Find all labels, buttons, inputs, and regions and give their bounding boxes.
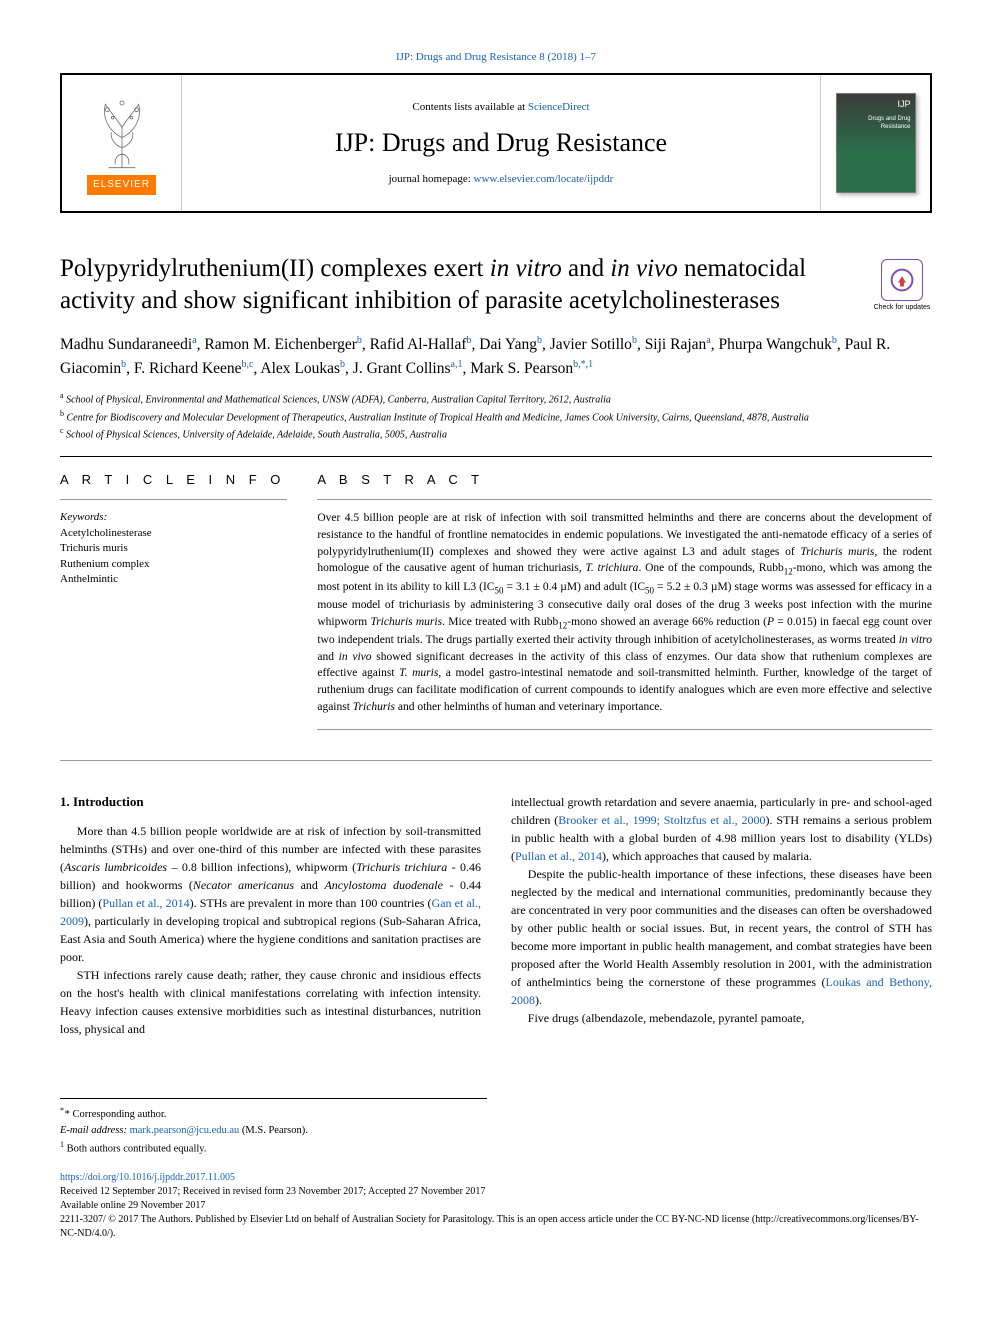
contents-prefix: Contents lists available at [412, 101, 527, 113]
footer: https://doi.org/10.1016/j.ijpddr.2017.11… [60, 1171, 932, 1241]
affil-a: School of Physical, Environmental and Ma… [66, 395, 611, 406]
author-sup: b [467, 335, 472, 346]
divider [317, 729, 932, 730]
doi-link[interactable]: https://doi.org/10.1016/j.ijpddr.2017.11… [60, 1172, 235, 1183]
divider [60, 499, 287, 500]
para: STH infections rarely cause death; rathe… [60, 966, 481, 1038]
author: Dai Yang [479, 337, 537, 354]
title-block: Polypyridylruthenium(II) complexes exert… [60, 253, 932, 317]
author-sup: b [537, 335, 542, 346]
license-line: 2211-3207/ © 2017 The Authors. Published… [60, 1213, 932, 1241]
affil-c: School of Physical Sciences, University … [66, 429, 447, 440]
email-label: E-mail address: [60, 1125, 130, 1136]
para: Despite the public-health importance of … [511, 865, 932, 1009]
author: Rafid Al-Hallaf [370, 337, 467, 354]
keyword: Anthelmintic [60, 572, 287, 587]
article-title: Polypyridylruthenium(II) complexes exert… [60, 253, 932, 317]
running-head: IJP: Drugs and Drug Resistance 8 (2018) … [60, 50, 932, 65]
para: Five drugs (albendazole, mebendazole, py… [511, 1009, 932, 1027]
body-text: 1. Introduction More than 4.5 billion pe… [60, 793, 932, 1037]
author-sup: a,1 [451, 359, 463, 370]
affil-b: Centre for Biodiscovery and Molecular De… [67, 412, 809, 423]
abstract-text: Over 4.5 billion people are at risk of i… [317, 510, 932, 715]
abstract-col: A B S T R A C T Over 4.5 billion people … [317, 471, 932, 746]
author: Ramon M. Eichenberger [204, 337, 357, 354]
received-line: Received 12 September 2017; Received in … [60, 1185, 932, 1199]
homepage-link[interactable]: www.elsevier.com/locate/ijpddr [474, 173, 614, 185]
check-updates-label: Check for updates [874, 303, 931, 313]
crossmark-icon [889, 267, 915, 293]
footnotes: * * Corresponding author. E-mail address… [60, 1098, 487, 1157]
article-info-col: A R T I C L E I N F O Keywords: Acetylch… [60, 471, 287, 746]
cite-link[interactable]: Pullan et al., 2014 [102, 896, 189, 910]
corresponding-note: * Corresponding author. [65, 1109, 167, 1120]
author-sup: b [632, 335, 637, 346]
author-sup: b [340, 359, 345, 370]
divider [60, 760, 932, 761]
journal-masthead: ELSEVIER Contents lists available at Sci… [60, 73, 932, 213]
author-sup: b [357, 335, 362, 346]
cover-sub: Drugs and Drug Resistance [837, 115, 915, 132]
author: Phurpa Wangchuk [718, 337, 831, 354]
affiliations: a School of Physical, Environmental and … [60, 390, 932, 442]
author-sup: b [832, 335, 837, 346]
keywords-list: AcetylcholinesteraseTrichuris murisRuthe… [60, 526, 287, 588]
para: intellectual growth retardation and seve… [511, 793, 932, 865]
homepage-line: journal homepage: www.elsevier.com/locat… [389, 172, 614, 187]
cite-link[interactable]: Brooker et al., 1999; Stoltzfus et al., … [558, 813, 765, 827]
email-link[interactable]: mark.pearson@jcu.edu.au [130, 1125, 240, 1136]
author: Alex Loukas [260, 360, 340, 377]
journal-title: IJP: Drugs and Drug Resistance [335, 125, 667, 161]
cover-thumb-block: IJP Drugs and Drug Resistance [820, 75, 930, 211]
elsevier-tree-icon [87, 91, 157, 171]
author-sup: b [121, 359, 126, 370]
author: F. Richard Keene [134, 360, 242, 377]
journal-cover-thumb: IJP Drugs and Drug Resistance [836, 93, 916, 193]
abstract-heading: A B S T R A C T [317, 471, 932, 489]
author-sup: a [192, 335, 196, 346]
section-heading: 1. Introduction [60, 793, 481, 811]
author: Madhu Sundaraneedi [60, 337, 192, 354]
divider [317, 499, 932, 500]
keyword: Ruthenium complex [60, 557, 287, 572]
author-sup: b,*,1 [573, 359, 593, 370]
author: Javier Sotillo [550, 337, 632, 354]
homepage-prefix: journal homepage: [389, 173, 474, 185]
author-sup: a [706, 335, 710, 346]
author-list: Madhu Sundaraneedia, Ramon M. Eichenberg… [60, 333, 932, 380]
publisher-wordmark: ELSEVIER [87, 175, 156, 195]
author-sup: b,c [242, 359, 254, 370]
author: Mark S. Pearson [470, 360, 573, 377]
keyword: Acetylcholinesterase [60, 526, 287, 541]
keyword: Trichuris muris [60, 541, 287, 556]
article-info-heading: A R T I C L E I N F O [60, 471, 287, 489]
masthead-center: Contents lists available at ScienceDirec… [182, 75, 820, 211]
cover-ijp: IJP [837, 94, 915, 115]
keywords-label: Keywords: [60, 510, 287, 525]
author: Siji Rajan [645, 337, 707, 354]
running-head-link[interactable]: IJP: Drugs and Drug Resistance 8 (2018) … [396, 51, 596, 63]
cite-link[interactable]: Pullan et al., 2014 [515, 849, 602, 863]
info-abstract-row: A R T I C L E I N F O Keywords: Acetylch… [60, 471, 932, 746]
online-line: Available online 29 November 2017 [60, 1199, 932, 1213]
divider [60, 456, 932, 457]
sciencedirect-link[interactable]: ScienceDirect [528, 101, 590, 113]
author: J. Grant Collins [353, 360, 451, 377]
contents-line: Contents lists available at ScienceDirec… [412, 100, 589, 115]
check-updates-badge[interactable]: Check for updates [872, 259, 932, 313]
equal-contrib-note: Both authors contributed equally. [67, 1143, 207, 1154]
publisher-logo-block: ELSEVIER [62, 75, 182, 211]
para: More than 4.5 billion people worldwide a… [60, 822, 481, 966]
